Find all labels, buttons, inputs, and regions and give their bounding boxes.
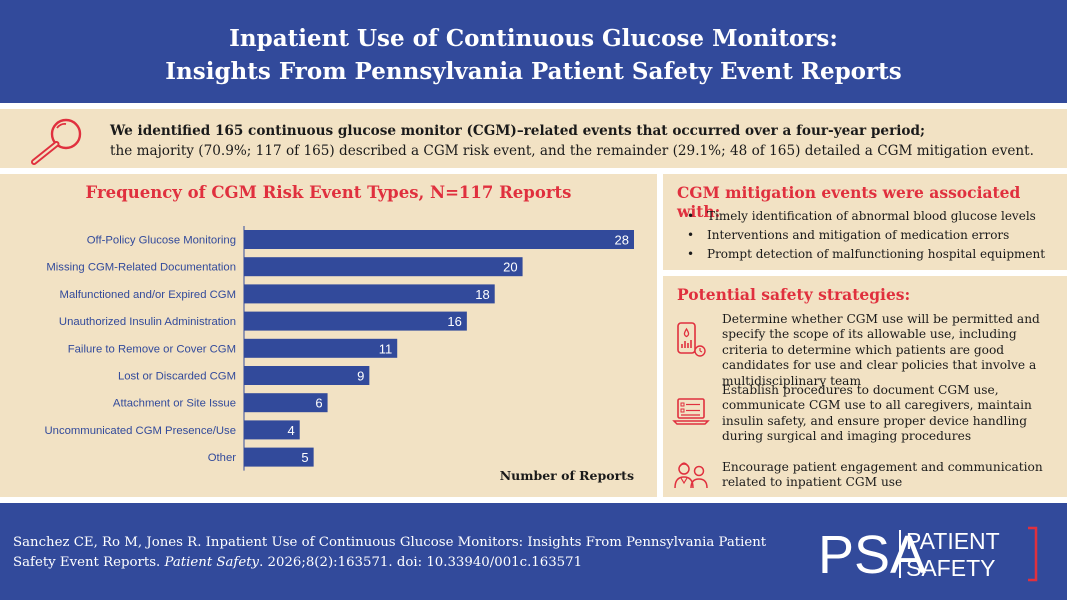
category-tick-label: Other [208,452,236,464]
bar-value-label: 28 [615,233,629,248]
mitigation-list: • Timely identification of abnormal blood… [687,207,1062,264]
bar-value-label: 9 [357,369,364,384]
mitigation-item-text: Prompt detection of malfunctioning hospi… [707,247,1046,261]
strategy-text: Encourage patient engagement and communi… [722,460,1043,490]
title-line-1: Inpatient Use of Continuous Glucose Moni… [229,25,838,52]
bar-value-label: 6 [315,396,322,411]
bullet-icon: • [687,209,695,223]
strategy-text: Determine whether CGM use will be permit… [722,312,1040,388]
bullet-icon: • [687,228,695,242]
summary-normal-line: the majority (70.9%; 117 of 165) describ… [110,143,1034,159]
chart-title: Frequency of CGM Risk Event Types, N=117… [85,183,572,202]
category-tick-label: Off-Policy Glucose Monitoring [87,235,236,247]
summary-bold-line: We identified 165 continuous glucose mon… [110,123,926,139]
bullet-icon: • [687,247,695,261]
category-tick-label: Attachment or Site Issue [113,398,236,410]
bar-value-label: 16 [447,314,461,329]
page-title: Inpatient Use of Continuous Glucose Moni… [0,22,1067,88]
mitigation-item: • Prompt detection of malfunctioning hosp… [687,245,1062,264]
bar-chart: Off-Policy Glucose Monitoring 28 Missing C… [45,226,634,483]
bar [244,338,398,358]
logo-line-2: SAFETY [906,555,995,581]
logo-line-1: PATIENT [906,528,1000,554]
x-axis-label: Number of Reports [500,468,634,483]
bar [244,420,300,440]
bar [244,284,495,304]
footer-banner: Sanchez CE, Ro M, Jones R. Inpatient Use… [0,503,1067,600]
mitigation-item: • Interventions and mitigation of medicat… [687,226,1062,245]
strategies-heading: Potential safety strategies: [677,285,911,304]
laptop-checklist-icon [672,398,710,425]
strategies-panel: Potential safety strategies: Determine w… [663,276,1067,497]
bar-value-label: 11 [379,341,393,356]
category-tick-label: Uncommunicated CGM Presence/Use [45,425,237,437]
bar-value-label: 4 [287,423,294,438]
category-tick-label: Lost or Discarded CGM [118,371,236,383]
mitigation-panel: CGM mitigation events were associated wi… [663,174,1067,270]
header-banner: Inpatient Use of Continuous Glucose Moni… [0,0,1067,103]
bar [244,311,467,331]
bar-value-label: 20 [503,260,517,275]
mitigation-item-text: Interventions and mitigation of medicati… [707,228,1010,242]
citation-details: . 2026;8(2):163571. doi: 10.33940/001c.1… [259,555,583,570]
psa-patient-safety-logo: PSA PATIENT SAFETY [818,525,1038,584]
mitigation-item-text: Timely identification of abnormal blood … [707,209,1036,223]
mitigation-item: • Timely identification of abnormal blood… [687,207,1062,226]
phone-glucose-chart-icon [677,322,706,357]
summary-text: We identified 165 continuous glucose mon… [110,121,1060,161]
bar [244,447,314,467]
bar [244,257,523,277]
bar [244,230,634,249]
citation-text: Sanchez CE, Ro M, Jones R. Inpatient Use… [13,535,767,570]
citation: Sanchez CE, Ro M, Jones R. Inpatient Use… [13,533,773,573]
journal-name: Patient Safety [164,555,260,570]
category-tick-label: Missing CGM-Related Documentation [46,262,236,274]
category-tick-label: Malfunctioned and/or Expired CGM [60,289,236,301]
bar [244,393,328,413]
title-line-2: Insights From Pennsylvania Patient Safet… [165,58,902,85]
category-tick-label: Unauthorized Insulin Administration [59,316,236,328]
magnifying-glass-icon [31,118,82,165]
patient-caregiver-icon [674,462,708,489]
bar [244,366,370,385]
mitigation-heading: CGM mitigation events were associated wi… [677,183,1021,221]
chart-panel: Frequency of CGM Risk Event Types, N=117… [0,174,657,497]
bar-value-label: 5 [301,450,308,465]
category-tick-label: Failure to Remove or Cover CGM [68,343,236,355]
bar-value-label: 18 [475,287,489,302]
strategy-text: Establish procedures to document CGM use… [722,383,1032,444]
summary-strip: We identified 165 continuous glucose mon… [0,109,1067,168]
logo-letters: PSA [818,525,926,584]
